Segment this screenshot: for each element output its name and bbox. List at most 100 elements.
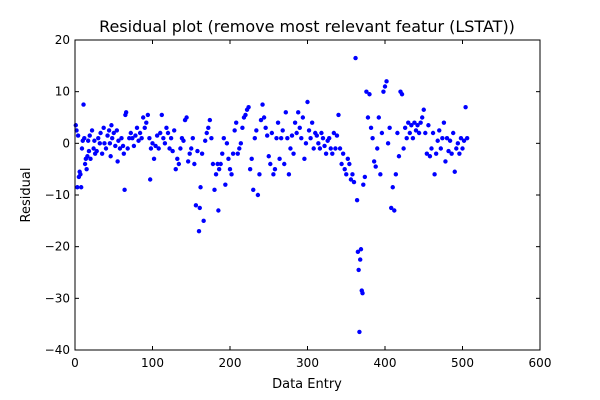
y-axis-label: Residual — [19, 168, 34, 223]
data-point — [216, 166, 222, 172]
y-tick-label: −30 — [45, 291, 70, 305]
data-point — [361, 182, 366, 187]
data-point — [207, 117, 213, 123]
data-point — [309, 120, 315, 125]
x-axis-label: Data Entry — [272, 377, 342, 392]
data-point — [142, 125, 147, 131]
data-point — [360, 290, 365, 296]
data-point — [452, 169, 457, 174]
data-point — [254, 128, 259, 133]
data-point — [78, 172, 83, 177]
data-point — [86, 148, 92, 154]
data-point — [88, 156, 93, 162]
data-point — [148, 146, 154, 151]
data-point — [232, 128, 237, 133]
data-point — [212, 187, 217, 193]
data-point — [294, 130, 299, 136]
data-point — [389, 205, 394, 211]
data-point — [449, 151, 454, 156]
data-point — [393, 172, 399, 177]
data-point — [435, 138, 440, 143]
data-point — [209, 135, 214, 141]
data-point — [289, 133, 295, 138]
data-point — [173, 166, 178, 172]
data-point — [121, 151, 127, 156]
data-point — [255, 192, 261, 198]
data-point — [297, 125, 302, 131]
data-point — [458, 135, 464, 141]
plot-area-frame — [74, 39, 541, 351]
data-point — [145, 112, 151, 118]
data-point — [181, 138, 186, 143]
data-point — [269, 130, 275, 136]
y-tick-label: −40 — [45, 343, 70, 357]
y-tick-label: 20 — [55, 33, 70, 47]
data-point — [87, 133, 92, 138]
data-point — [455, 141, 461, 146]
data-point — [75, 185, 80, 190]
data-point — [370, 135, 375, 141]
data-point — [406, 120, 411, 125]
data-point — [277, 156, 282, 162]
data-point — [387, 125, 392, 131]
data-point — [115, 159, 120, 164]
data-point — [265, 133, 270, 138]
data-point — [178, 146, 183, 151]
data-point — [358, 247, 364, 252]
data-point — [381, 89, 386, 94]
data-point — [314, 133, 319, 138]
data-point — [261, 115, 267, 120]
data-point — [106, 128, 112, 133]
data-point — [460, 146, 465, 151]
points-layer — [73, 55, 470, 335]
data-point — [437, 128, 442, 133]
data-point — [190, 135, 195, 141]
x-tick-label: 100 — [141, 356, 164, 370]
data-point — [336, 112, 341, 118]
data-point — [376, 115, 381, 120]
data-point — [229, 172, 234, 177]
data-point — [320, 135, 326, 141]
data-point — [116, 138, 121, 143]
data-point — [454, 146, 459, 151]
data-point — [165, 130, 171, 136]
data-point — [224, 141, 230, 146]
data-point — [441, 120, 447, 125]
data-point — [195, 148, 200, 154]
data-point — [102, 141, 107, 146]
x-tick-label: 600 — [529, 356, 552, 370]
data-point — [333, 146, 338, 151]
data-point — [379, 130, 385, 136]
data-point — [413, 128, 419, 133]
data-point — [137, 130, 143, 136]
data-point — [84, 166, 89, 172]
data-point — [103, 146, 109, 151]
data-point — [444, 135, 450, 141]
data-point — [323, 151, 329, 156]
data-point — [463, 104, 468, 110]
data-point — [123, 110, 129, 115]
data-point — [282, 161, 287, 167]
data-point — [172, 128, 177, 133]
data-point — [91, 146, 96, 151]
data-point — [201, 218, 206, 224]
x-tick-label: 500 — [451, 356, 474, 370]
data-point — [330, 151, 335, 156]
data-point — [373, 164, 378, 169]
data-point — [396, 154, 402, 159]
data-point — [147, 135, 152, 141]
data-point — [430, 130, 436, 136]
data-point — [412, 120, 417, 125]
data-point — [291, 151, 296, 156]
data-point — [263, 125, 268, 131]
data-point — [327, 135, 332, 141]
data-point — [114, 128, 120, 133]
data-point — [260, 102, 265, 107]
data-point — [404, 135, 409, 141]
data-point — [168, 135, 174, 141]
data-point — [358, 257, 363, 262]
data-point — [150, 141, 155, 146]
data-point — [296, 110, 301, 115]
data-point — [311, 146, 316, 151]
